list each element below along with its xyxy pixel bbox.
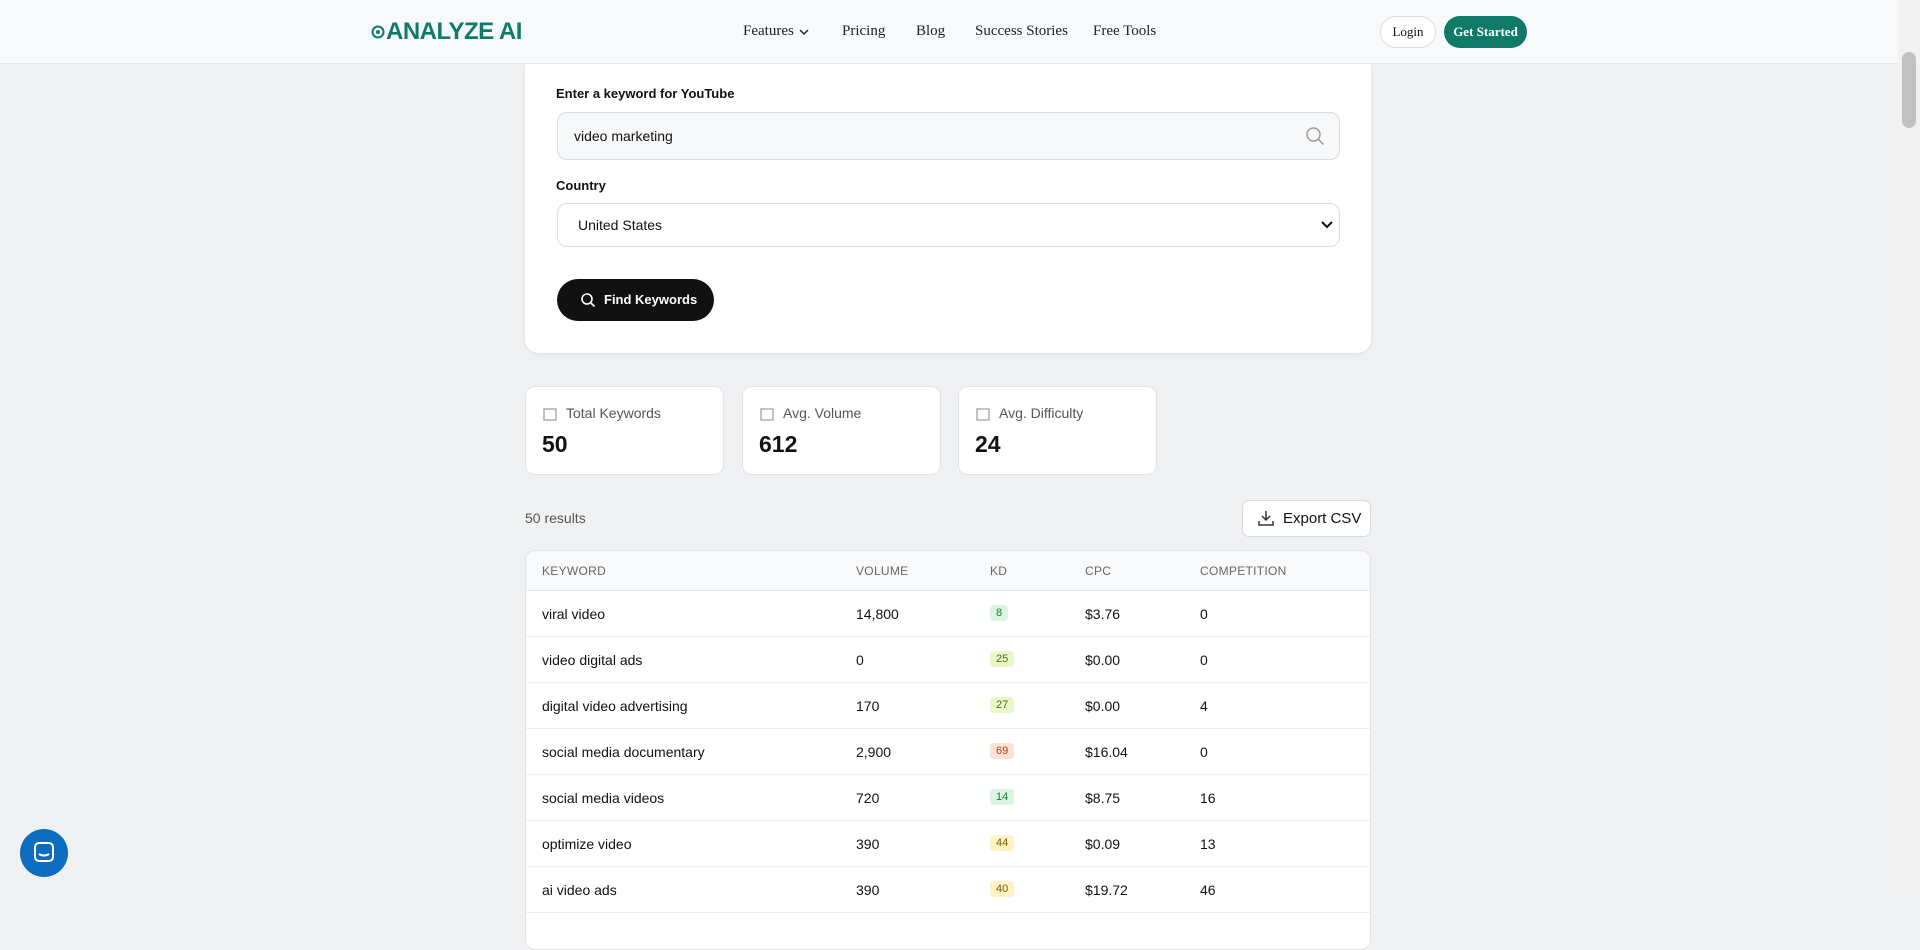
- table-cell: 16: [1200, 790, 1216, 806]
- stat-value: 50: [542, 431, 568, 457]
- keyword: viral video: [542, 606, 606, 622]
- nav-link[interactable]: Success Stories: [975, 23, 1068, 39]
- table-cell: 0: [1200, 744, 1208, 760]
- stat-card: Total Keywords 50: [525, 386, 724, 475]
- table-header: [526, 551, 1370, 591]
- row-divider: [526, 774, 1370, 775]
- table-cell: 0: [1200, 606, 1208, 622]
- table-cell: $0.00: [1085, 698, 1121, 714]
- table-cell: 390: [856, 882, 880, 898]
- export-button[interactable]: Export CSV: [1242, 500, 1371, 537]
- column-header: KD: [990, 564, 1008, 578]
- search-icon: [1306, 127, 1325, 146]
- table-cell: 720: [856, 790, 880, 806]
- kd-badge: 40: [990, 881, 1015, 897]
- stat-label: Avg. Volume: [783, 405, 862, 421]
- stat-card: Avg. Difficulty 24: [958, 386, 1157, 475]
- table-cell: $3.76: [1085, 606, 1121, 622]
- find-button[interactable]: Find Keywords: [557, 279, 714, 321]
- stat-icon: [543, 408, 557, 421]
- keyword: social media videos: [542, 790, 665, 806]
- row-divider: [526, 912, 1370, 913]
- keyword: video digital ads: [542, 652, 643, 668]
- nav-link[interactable]: Free Tools: [1093, 23, 1157, 39]
- nav-link[interactable]: Blog: [916, 23, 946, 39]
- table-cell: $16.04: [1085, 744, 1128, 760]
- table-cell: 0: [856, 652, 864, 668]
- chevron: [1321, 221, 1333, 229]
- column-header: CPC: [1085, 564, 1112, 578]
- column-header: VOLUME: [856, 564, 909, 578]
- row-divider: [526, 866, 1370, 867]
- kd-badge: 14: [990, 789, 1015, 805]
- logo-icon: [371, 25, 385, 39]
- table-cell: 170: [856, 698, 880, 714]
- logo[interactable]: ANALYZE AI: [386, 18, 522, 45]
- kd-badge: 25: [990, 651, 1015, 667]
- table-cell: 4: [1200, 698, 1208, 714]
- scroll-thumb[interactable]: [1902, 52, 1916, 128]
- table-cell: 46: [1200, 882, 1216, 898]
- chat-button[interactable]: [20, 829, 68, 877]
- search-icon: [581, 293, 596, 308]
- keyword-table: KEYWORD VOLUME KD CPC COMPETITION viral video…: [525, 550, 1371, 950]
- stat-icon: [760, 408, 774, 421]
- table-cell: $19.72: [1085, 882, 1128, 898]
- stat-label: Total Keywords: [566, 405, 661, 421]
- country-select[interactable]: United States: [557, 203, 1340, 247]
- keyword-input[interactable]: video marketing: [557, 112, 1340, 160]
- kd-badge: 27: [990, 697, 1015, 713]
- keyword-label: Enter a keyword for YouTube: [556, 86, 735, 101]
- table-cell: 13: [1200, 836, 1216, 852]
- table-cell: 390: [856, 836, 880, 852]
- table-cell: $0.09: [1085, 836, 1121, 852]
- keyword: digital video advertising: [542, 698, 688, 714]
- keyword: social media documentary: [542, 744, 705, 760]
- chevron: [799, 29, 809, 36]
- stat-icon: [976, 408, 990, 421]
- country-label: Country: [556, 178, 606, 193]
- results-count: 50 results: [525, 510, 586, 526]
- table-cell: $0.00: [1085, 652, 1121, 668]
- table-cell: $8.75: [1085, 790, 1121, 806]
- keyword: ai video ads: [542, 882, 617, 898]
- kd-badge: 69: [990, 743, 1015, 759]
- kd-badge: 8: [990, 605, 1009, 621]
- column-header: COMPETITION: [1200, 564, 1287, 578]
- cta-button[interactable]: Get Started: [1444, 16, 1527, 48]
- chat-icon: [34, 842, 54, 862]
- stat-value: 24: [975, 431, 1001, 457]
- row-divider: [526, 636, 1370, 637]
- stat-card: Avg. Volume 612: [742, 386, 941, 475]
- table-cell: 14,800: [856, 606, 899, 622]
- row-divider: [526, 820, 1370, 821]
- stat-label: Avg. Difficulty: [999, 405, 1084, 421]
- table-cell: 0: [1200, 652, 1208, 668]
- scrollbar: [1898, 0, 1920, 897]
- nav-link[interactable]: Pricing: [842, 23, 886, 39]
- nav-link[interactable]: Features: [743, 23, 794, 39]
- download-icon: [1258, 511, 1274, 526]
- keyword: optimize video: [542, 836, 632, 852]
- row-divider: [526, 728, 1370, 729]
- row-divider: [526, 682, 1370, 683]
- kd-badge: 44: [990, 835, 1015, 851]
- stat-value: 612: [759, 431, 798, 457]
- header: ANALYZE AI Features Pricing Blog Success…: [0, 0, 1898, 64]
- login-button[interactable]: Login: [1380, 16, 1436, 48]
- column-header: KEYWORD: [542, 564, 607, 578]
- table-cell: 2,900: [856, 744, 892, 760]
